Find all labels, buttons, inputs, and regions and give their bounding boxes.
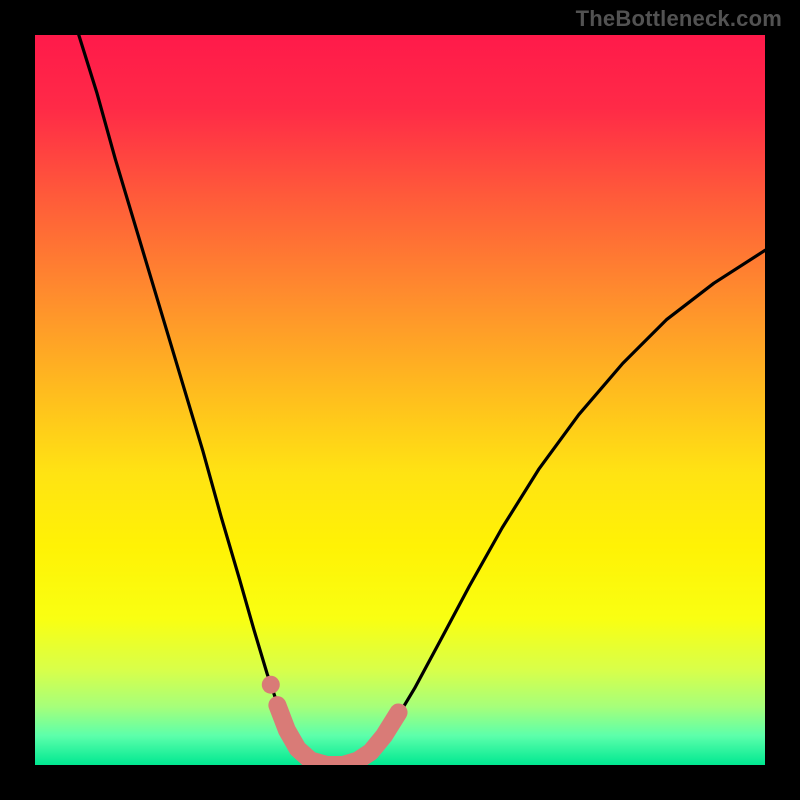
watermark-text: TheBottleneck.com: [576, 6, 782, 32]
v-curve-path: [79, 35, 765, 765]
optimal-dot-marker: [262, 676, 280, 694]
plot-area: [35, 35, 765, 765]
bottleneck-curve: [35, 35, 765, 765]
optimal-range-marker: [277, 705, 398, 765]
chart-frame: TheBottleneck.com: [0, 0, 800, 800]
